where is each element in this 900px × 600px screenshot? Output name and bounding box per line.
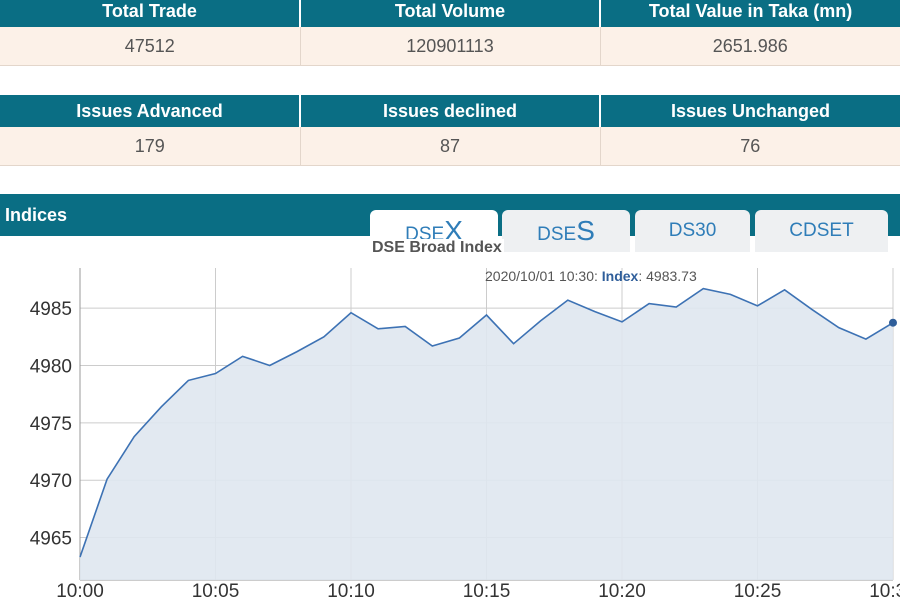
issues-summary-table: Issues Advanced Issues declined Issues U… (0, 95, 900, 166)
tab-dses[interactable]: DSES (502, 210, 630, 252)
y-tick-label: 4980 (30, 357, 72, 378)
issues-advanced-header: Issues Advanced (0, 95, 301, 127)
total-trade-header: Total Trade (0, 0, 301, 27)
data-point (889, 318, 897, 327)
x-tick-label: 10:25 (734, 581, 782, 600)
y-tick-label: 4970 (30, 471, 72, 492)
issues-declined-value: 87 (300, 127, 601, 166)
total-volume-header: Total Volume (300, 0, 601, 27)
indices-title: Indices (5, 205, 68, 225)
x-tick-label: 10:00 (56, 581, 104, 600)
total-volume-value: 120901113 (300, 27, 601, 66)
tab-dses-prefix: DSE (537, 224, 577, 245)
total-trade-value: 47512 (0, 27, 301, 66)
total-value-header: Total Value in Taka (mn) (600, 0, 900, 27)
tooltip-time: 2020/10/01 10:30: (485, 268, 598, 284)
issues-declined-header: Issues declined (300, 95, 601, 127)
tab-dsex-suffix: X (444, 215, 463, 246)
tab-ds30[interactable]: DS30 (635, 210, 750, 252)
issues-unchanged-value: 76 (600, 127, 900, 166)
y-tick-label: 4975 (30, 414, 72, 435)
series-line (79, 287, 894, 558)
issues-unchanged-header: Issues Unchanged (600, 95, 900, 127)
x-tick-label: 10:15 (463, 581, 511, 600)
y-tick-label: 4985 (30, 299, 72, 320)
tab-cdset[interactable]: CDSET (755, 210, 888, 252)
x-tick-label: 10:20 (598, 581, 646, 600)
chart-title: DSE Broad Index (370, 239, 504, 257)
x-tick-label: 10:10 (327, 581, 375, 600)
tooltip-label: Index (601, 268, 639, 284)
market-summary-table: Total Trade Total Volume Total Value in … (0, 0, 900, 66)
tooltip-value: 4983.73 (646, 268, 697, 284)
series-area (80, 288, 893, 580)
tab-dses-suffix: S (576, 215, 595, 246)
x-tick-label: 10:05 (192, 581, 240, 600)
tab-cdset-label: CDSET (789, 220, 854, 241)
tab-ds30-label: DS30 (668, 220, 717, 241)
chart-tooltip: 2020/10/01 10:30: Index: 4983.73 (485, 268, 697, 284)
y-tick-label: 4965 (30, 529, 72, 550)
total-value-value: 2651.986 (600, 27, 900, 66)
issues-advanced-value: 179 (0, 127, 301, 166)
x-tick-label: 10:30 (869, 581, 900, 600)
